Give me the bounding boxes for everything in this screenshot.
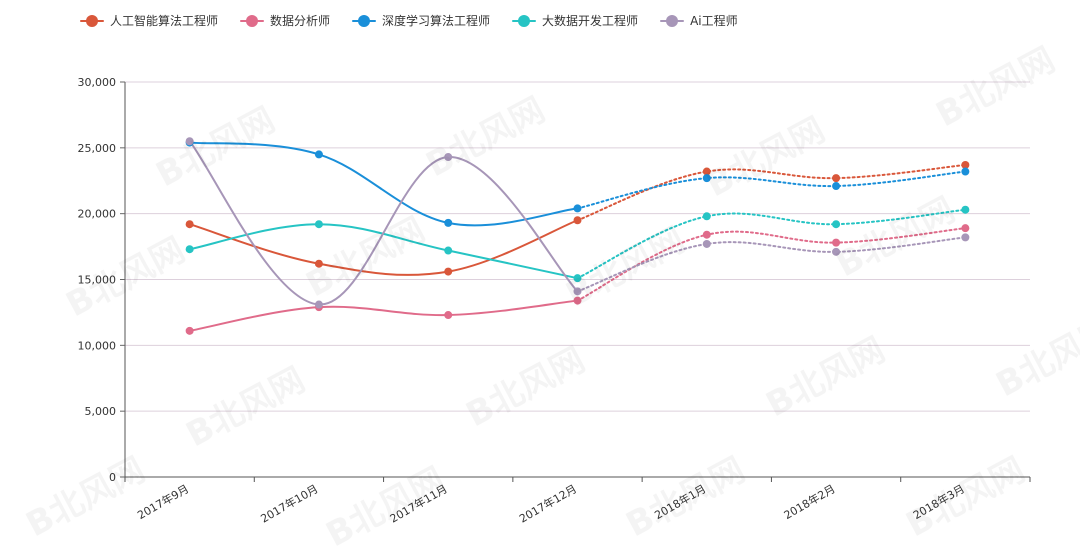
legend-item-2[interactable]: 深度学习算法工程师 (352, 12, 490, 29)
series-point-2 (961, 167, 970, 176)
series-line-projected-1 (576, 227, 967, 302)
y-tick-label: 0 (109, 471, 116, 484)
series-point-1 (573, 296, 582, 305)
series-point-0 (185, 220, 194, 229)
x-axis-ticks: 2017年9月 2017年10月 2017年11月 2017年12月 2018年1月 20… (124, 477, 1031, 526)
legend-label: 人工智能算法工程师 (110, 14, 219, 28)
series-point-4 (444, 153, 453, 162)
series-point-1 (961, 224, 970, 233)
legend-label: 深度学习算法工程师 (382, 14, 491, 28)
series-point-0 (832, 174, 841, 183)
legend-marker-icon (352, 14, 377, 27)
legend-marker-icon (660, 14, 685, 27)
legend-item-3[interactable]: 大数据开发工程师 (512, 12, 638, 29)
x-tick-label: 2017年11月 (387, 481, 449, 525)
y-tick-label: 20,000 (78, 208, 117, 221)
series-point-2 (573, 204, 582, 213)
y-tick-label: 5,000 (85, 405, 117, 418)
series-point-3 (444, 246, 453, 255)
series-point-4 (314, 300, 323, 309)
legend-item-1[interactable]: 数据分析师 (240, 12, 330, 29)
x-tick-label: 2017年10月 (258, 481, 320, 525)
x-tick-label: 2017年9月 (135, 481, 191, 522)
series-point-2 (444, 218, 453, 227)
series-point-3 (702, 212, 711, 221)
series-line-projected-3 (576, 208, 967, 280)
series-point-1 (702, 230, 711, 239)
y-tick-label: 25,000 (78, 142, 117, 155)
y-axis-ticks: 0 5,000 10,000 15,000 20,000 25,000 30,000 (78, 76, 125, 484)
legend-marker-icon (240, 14, 265, 27)
legend-label: Ai工程师 (690, 14, 738, 28)
series-point-4 (702, 239, 711, 248)
legend: 人工智能算法工程师 数据分析师 深度学习算法工程师 大数据开发工程师 Ai工程师 (80, 12, 738, 29)
legend-marker-icon (80, 14, 104, 27)
series-line-2 (189, 141, 578, 227)
legend-marker-icon (512, 14, 537, 27)
series-point-1 (185, 326, 194, 335)
series-line-projected-0 (576, 163, 967, 222)
series-point-0 (573, 216, 582, 225)
legend-item-4[interactable]: Ai工程师 (660, 12, 738, 29)
series-point-0 (702, 167, 711, 176)
x-tick-label: 2018年2月 (781, 481, 837, 522)
y-tick-label: 30,000 (78, 76, 117, 89)
series-lines (188, 140, 967, 332)
series-point-3 (832, 220, 841, 229)
line-chart: 0 5,000 10,000 15,000 20,000 25,000 30,000 201… (78, 76, 1031, 526)
series-point-2 (832, 182, 841, 191)
series-point-4 (961, 233, 970, 242)
series-point-0 (314, 259, 323, 268)
series-point-4 (573, 287, 582, 296)
series-point-1 (832, 238, 841, 247)
legend-label: 大数据开发工程师 (542, 14, 639, 28)
series-points (185, 137, 970, 335)
series-point-3 (185, 245, 194, 254)
y-tick-label: 15,000 (78, 274, 117, 287)
series-line-projected-4 (576, 236, 967, 293)
series-point-3 (961, 205, 970, 214)
series-point-1 (444, 311, 453, 320)
series-point-2 (702, 174, 711, 183)
x-tick-label: 2018年1月 (652, 481, 708, 522)
x-tick-label: 2017年12月 (517, 481, 579, 525)
series-point-3 (573, 274, 582, 283)
x-tick-label: 2018年3月 (910, 481, 966, 522)
series-line-projected-2 (576, 170, 967, 210)
legend-label: 数据分析师 (270, 14, 331, 28)
series-line-4 (188, 140, 579, 306)
series-point-3 (314, 220, 323, 229)
series-point-0 (961, 160, 970, 169)
series-point-0 (444, 267, 453, 276)
series-line-0 (189, 219, 578, 276)
legend-item-0[interactable]: 人工智能算法工程师 (80, 12, 218, 29)
series-point-4 (832, 247, 841, 256)
series-line-1 (189, 299, 578, 332)
series-point-2 (314, 150, 323, 159)
series-point-4 (185, 137, 194, 146)
y-tick-label: 10,000 (78, 339, 117, 352)
